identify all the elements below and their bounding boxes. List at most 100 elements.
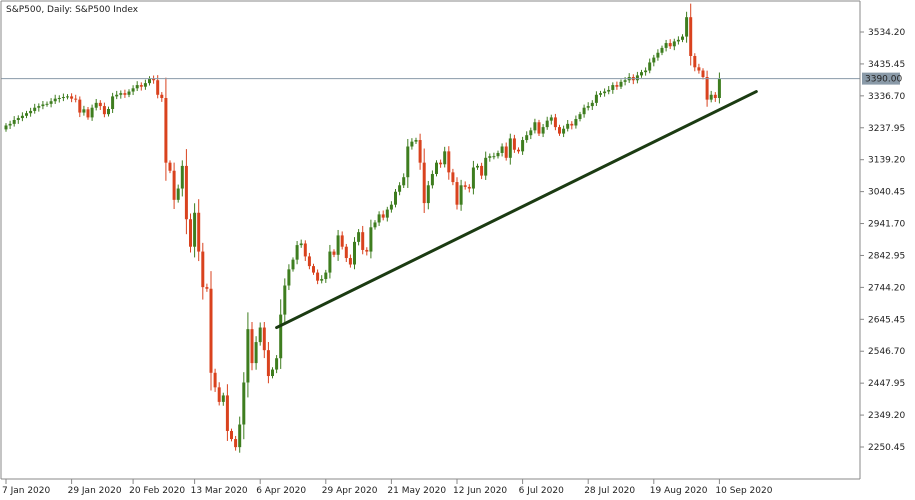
candle-body — [504, 146, 508, 158]
plot-background — [0, 0, 860, 480]
y-tick-label: 3534.20 — [868, 28, 905, 38]
candle-body — [549, 117, 553, 121]
candle-body — [701, 70, 705, 77]
y-tick-label: 2744.20 — [868, 283, 905, 293]
candle-body — [66, 96, 69, 98]
candle-body — [143, 83, 147, 87]
candle-body — [213, 372, 217, 388]
candle-body — [467, 186, 471, 189]
candle-body — [685, 17, 689, 37]
candle-body — [582, 107, 586, 115]
y-tick-label: 2349.20 — [868, 411, 905, 421]
candle-body — [471, 167, 475, 189]
candle-body — [648, 62, 652, 71]
candle-body — [500, 146, 504, 153]
candle-body — [12, 119, 16, 124]
candle-body — [230, 430, 233, 440]
x-tick-label: 20 Feb 2020 — [129, 486, 185, 496]
candle-body — [156, 80, 160, 95]
candle-body — [402, 177, 406, 186]
candle-body — [217, 387, 221, 402]
candle-body — [533, 122, 537, 131]
y-tick-label: 2546.70 — [868, 347, 905, 357]
candle-body — [242, 382, 246, 425]
candle-body — [476, 165, 479, 168]
candle-body — [262, 327, 266, 351]
candle-body — [344, 246, 348, 259]
candle-body — [525, 135, 529, 141]
y-tick-label: 3237.95 — [868, 124, 905, 134]
candle-body — [574, 119, 578, 126]
candle-body — [353, 241, 356, 265]
candle-body — [307, 256, 311, 267]
candle-body — [258, 327, 262, 343]
candle-body — [558, 127, 561, 134]
candle-body — [451, 172, 455, 183]
candle-body — [205, 287, 209, 289]
candle-body — [246, 329, 250, 383]
candle-body — [61, 97, 65, 99]
candle-body — [287, 269, 291, 286]
candle-body — [225, 395, 229, 431]
candle-body — [640, 72, 643, 76]
candle-body — [332, 251, 336, 255]
candle-body — [119, 93, 123, 95]
candle-body — [652, 57, 656, 63]
candle-body — [361, 232, 365, 250]
candle-body — [176, 188, 180, 200]
x-tick-label: 21 May 2020 — [387, 486, 446, 496]
price-label-box: 3390.00 — [862, 72, 902, 85]
candle-body — [189, 219, 192, 247]
candle-body — [398, 185, 402, 192]
x-tick-label: 28 Jul 2020 — [584, 486, 635, 496]
candle-body — [508, 138, 512, 158]
candle-body — [160, 94, 164, 99]
candle-body — [406, 146, 410, 178]
candle-body — [389, 204, 393, 210]
candle-body — [709, 94, 713, 100]
candle-body — [603, 91, 607, 94]
candle-body — [713, 94, 717, 99]
candle-body — [33, 107, 37, 111]
candle-body — [41, 104, 45, 107]
candle-body — [578, 114, 582, 120]
candle-body — [4, 125, 8, 130]
candle-body — [320, 279, 324, 281]
candle-body — [209, 288, 213, 373]
candle-body — [152, 78, 156, 81]
candle-body — [521, 140, 525, 152]
x-tick-label: 29 Jan 2020 — [68, 486, 122, 496]
y-tick-label: 2842.95 — [868, 251, 905, 261]
candle-body — [517, 149, 520, 152]
candle-body — [615, 85, 619, 87]
candle-body — [607, 89, 611, 92]
y-tick-label: 3435.45 — [868, 60, 905, 70]
candle-body — [492, 156, 496, 158]
candle-body — [529, 130, 533, 136]
candle-body — [312, 266, 315, 273]
candle-body — [324, 272, 328, 280]
x-tick-label: 12 Jun 2020 — [453, 486, 507, 496]
candle-body — [537, 122, 541, 134]
x-tick-label: 6 Jul 2020 — [519, 486, 564, 496]
candle-body — [291, 259, 295, 270]
candle-body — [430, 173, 434, 186]
candle-body — [660, 47, 664, 53]
candle-body — [480, 165, 484, 176]
candle-body — [303, 243, 307, 257]
candle-body — [250, 329, 254, 364]
x-axis: 7 Jan 2020 29 Jan 2020 20 Feb 2020 13 Mar 2… — [2, 479, 773, 496]
candle-body — [668, 43, 672, 47]
price-label-text: 3390.00 — [865, 75, 902, 85]
candle-body — [681, 36, 684, 40]
candle-body — [455, 182, 459, 205]
candle-body — [611, 85, 615, 90]
candle-body — [78, 99, 82, 113]
candle-body — [484, 157, 488, 176]
x-tick-label: 19 Aug 2020 — [650, 486, 708, 496]
candle-body — [377, 214, 381, 223]
price-label-background — [862, 72, 900, 85]
candle-body — [164, 98, 168, 163]
candle-body — [697, 67, 701, 71]
